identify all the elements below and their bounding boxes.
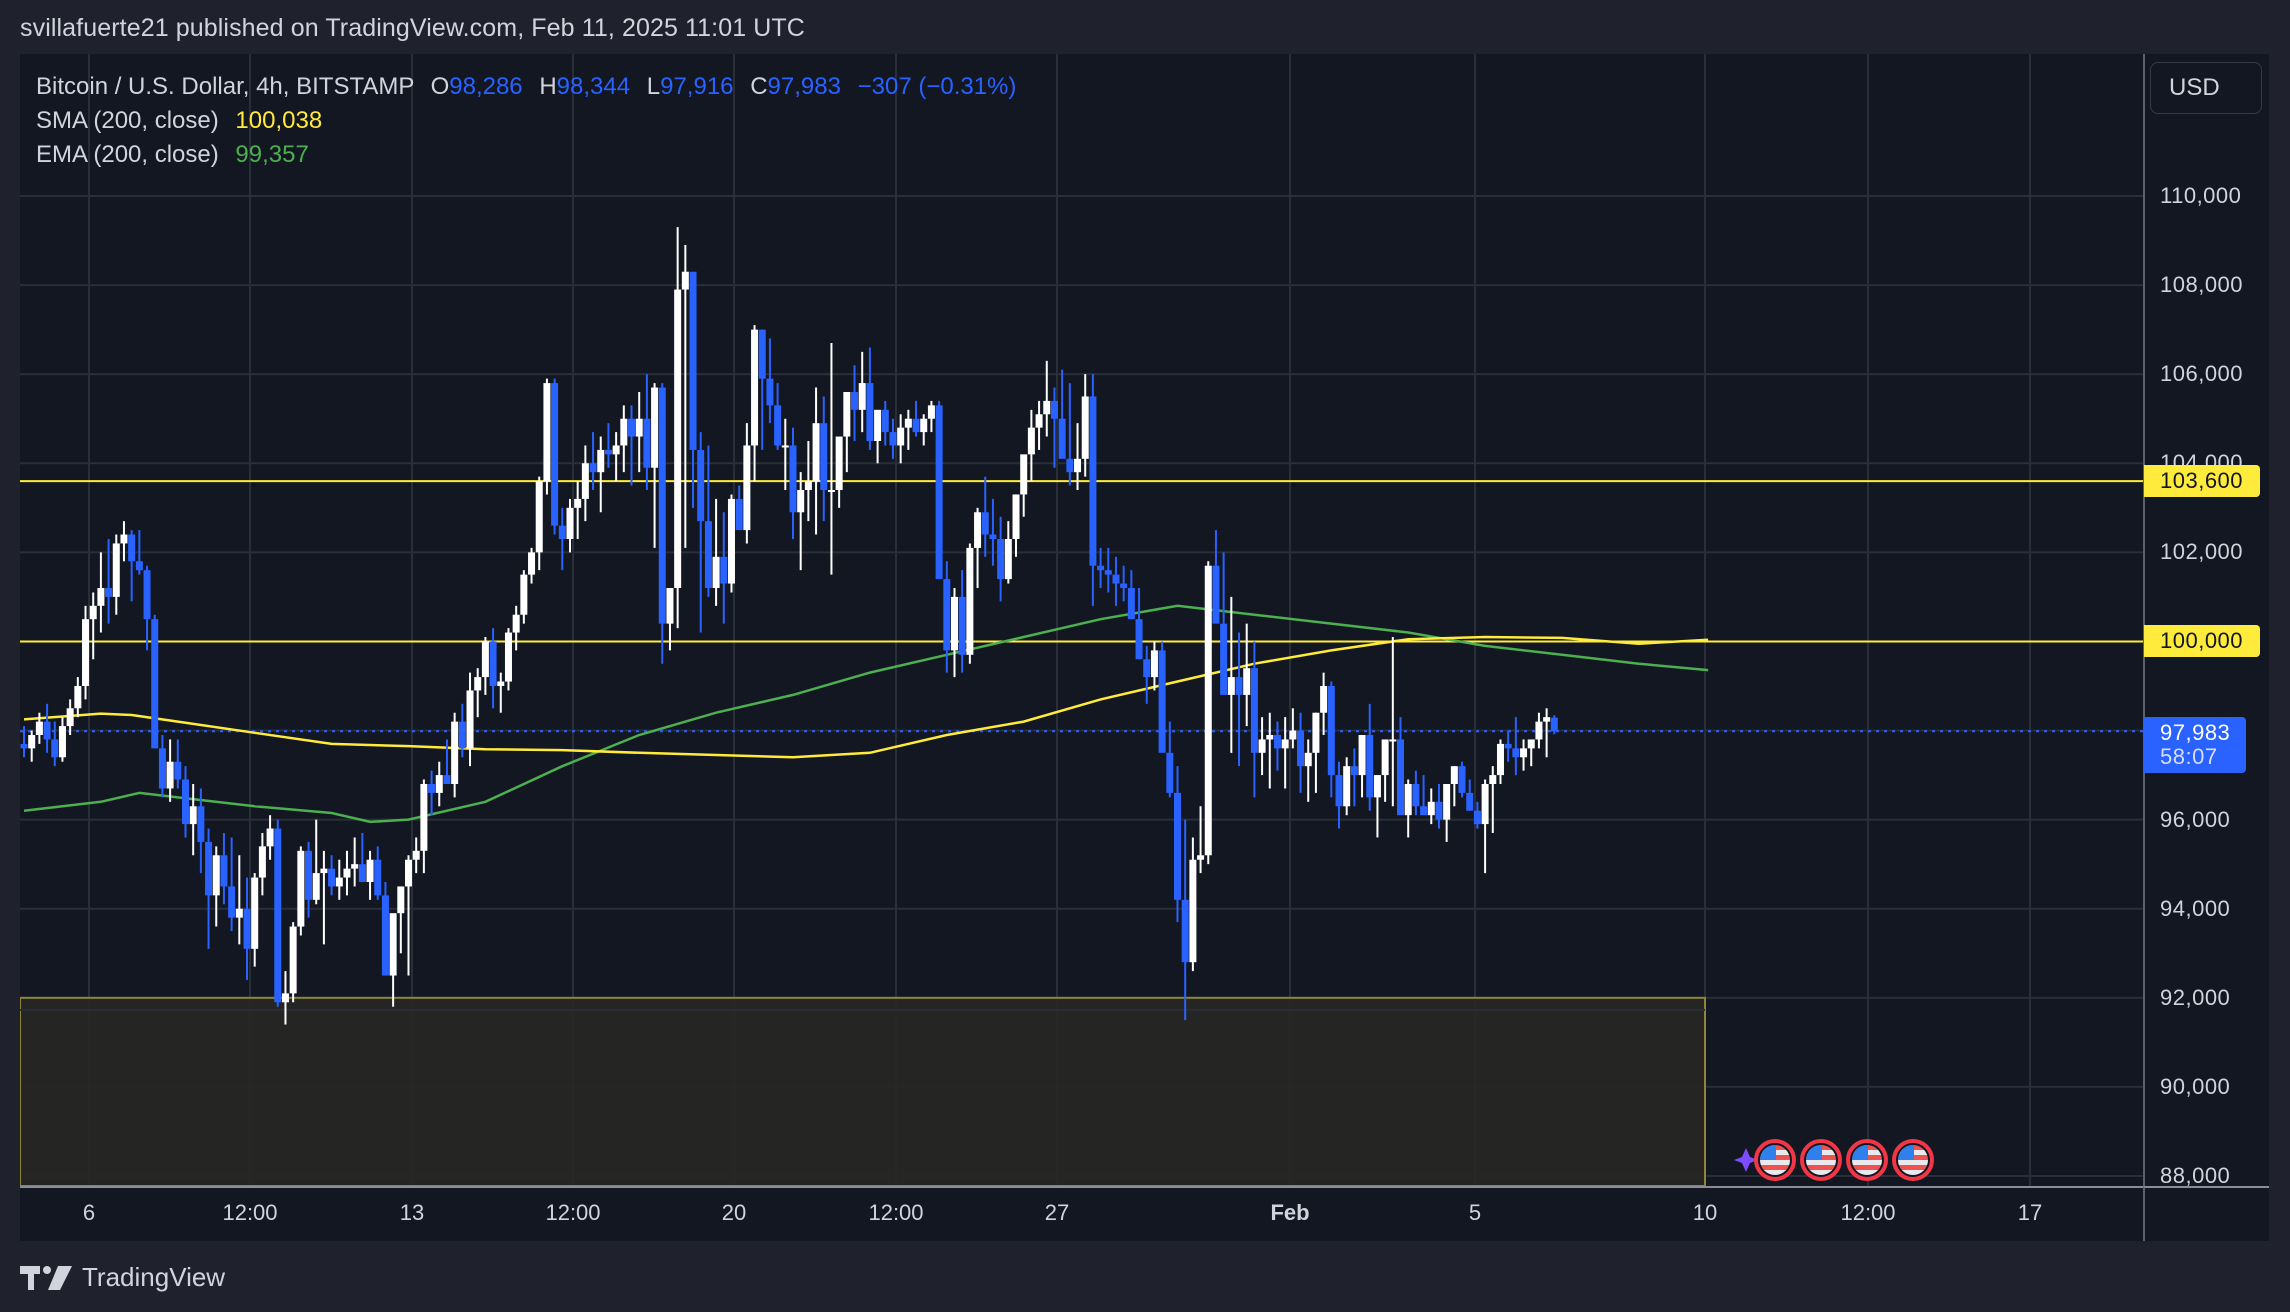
chart-legend: Bitcoin / U.S. Dollar, 4h, BITSTAMP O98,…: [36, 70, 1016, 172]
legend-symbol-row[interactable]: Bitcoin / U.S. Dollar, 4h, BITSTAMP O98,…: [36, 70, 1016, 104]
ema-label[interactable]: EMA (200, close): [36, 141, 219, 168]
close-key: C: [750, 73, 768, 100]
price-tick: 108,000: [2160, 272, 2244, 298]
tradingview-logo-icon: [20, 1265, 72, 1290]
time-tick: 12:00: [868, 1200, 924, 1225]
price-tick: 106,000: [2160, 361, 2244, 387]
time-tick: 27: [1044, 1200, 1070, 1225]
price-tick: 92,000: [2160, 984, 2231, 1010]
axis-corner: [2143, 1186, 2269, 1241]
time-tick: 12:00: [545, 1200, 601, 1225]
price-tick: 96,000: [2160, 806, 2231, 832]
publisher-line: svillafuerte21 published on TradingView.…: [20, 14, 805, 42]
hline-price-label[interactable]: 100,000: [2144, 625, 2260, 658]
time-tick: 5: [1468, 1200, 1482, 1225]
time-tick: 6: [82, 1200, 96, 1225]
price-tick: 88,000: [2160, 1163, 2231, 1188]
time-tick: 20: [721, 1200, 747, 1225]
currency-button[interactable]: USD: [2150, 62, 2262, 114]
us-flag-icon[interactable]: [1800, 1139, 1842, 1181]
symbol-title[interactable]: Bitcoin / U.S. Dollar, 4h, BITSTAMP: [36, 73, 414, 100]
tradingview-logo[interactable]: TradingView: [20, 1262, 225, 1293]
high-key: H: [539, 73, 557, 100]
time-tick: 12:00: [1840, 1200, 1896, 1225]
high-value: 98,344: [556, 73, 631, 100]
low-key: L: [646, 73, 661, 100]
us-flag-icon[interactable]: [1892, 1139, 1934, 1181]
current-price-label: 97,983 58:07: [2144, 717, 2246, 774]
hline-price-label[interactable]: 103,600: [2144, 465, 2260, 498]
time-tick: 10: [1692, 1200, 1718, 1225]
price-tick: 94,000: [2160, 895, 2231, 921]
us-flag-icon[interactable]: [1846, 1139, 1888, 1181]
price-tick: 90,000: [2160, 1073, 2231, 1099]
change-value: −307 (−0.31%): [857, 73, 1017, 100]
close-value: 97,983: [767, 73, 841, 100]
time-tick: 17: [2017, 1200, 2043, 1225]
sma-label[interactable]: SMA (200, close): [36, 107, 219, 134]
tradingview-brand: TradingView: [82, 1262, 226, 1292]
us-flag-icon[interactable]: [1754, 1139, 1796, 1181]
time-tick: 12:00: [222, 1200, 278, 1225]
price-tick: 110,000: [2160, 183, 2242, 208]
open-key: O: [430, 73, 450, 100]
time-tick: Feb: [1270, 1200, 1310, 1225]
legend-sma-row[interactable]: SMA (200, close) 100,038: [36, 104, 1016, 138]
time-axis[interactable]: [20, 1186, 2143, 1241]
legend-ema-row[interactable]: EMA (200, close) 99,357: [36, 138, 1016, 172]
open-value: 98,286: [449, 73, 523, 100]
sma-value: 100,038: [235, 107, 323, 134]
ema-value: 99,357: [235, 141, 309, 168]
price-tick: 102,000: [2160, 539, 2244, 565]
low-value: 97,916: [660, 73, 734, 100]
time-tick: 13: [399, 1200, 425, 1225]
